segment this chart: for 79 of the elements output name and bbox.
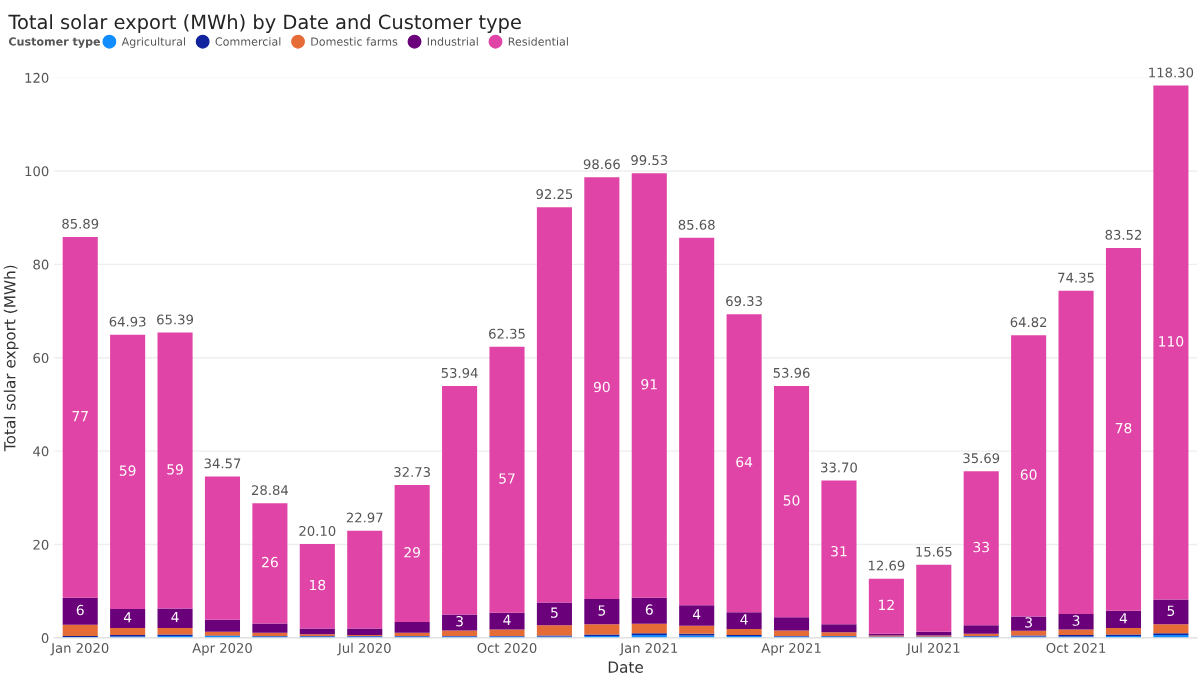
x-tick-label: Jan 2020 bbox=[50, 642, 109, 656]
data-label: 59 bbox=[119, 465, 136, 476]
data-label: 4 bbox=[1119, 613, 1128, 624]
data-label: 4 bbox=[171, 611, 179, 623]
total-label: 74.35 bbox=[1058, 272, 1094, 283]
total-label: 34.57 bbox=[204, 458, 241, 469]
data-label: 59 bbox=[167, 464, 183, 475]
total-label: 118.30 bbox=[1149, 67, 1194, 78]
total-label: 12.69 bbox=[868, 560, 905, 571]
data-label: 6 bbox=[76, 604, 84, 616]
total-label: 92.25 bbox=[536, 189, 573, 200]
x-tick-label: Jan 2021 bbox=[619, 642, 678, 656]
legend-label: Domestic farms bbox=[311, 37, 398, 46]
data-label: 6 bbox=[645, 604, 653, 615]
total-label: 33.70 bbox=[821, 462, 857, 473]
total-label: 53.96 bbox=[773, 367, 810, 378]
y-tick-label: 40 bbox=[33, 446, 49, 457]
data-label: 18 bbox=[310, 579, 326, 591]
total-label: 28.84 bbox=[251, 485, 289, 496]
x-tick-label: Oct 2020 bbox=[477, 642, 537, 653]
x-tick-label: Jul 2021 bbox=[906, 642, 960, 656]
legend-label: Industrial bbox=[427, 37, 478, 46]
data-label: 4 bbox=[503, 614, 511, 625]
total-label: 22.97 bbox=[346, 512, 383, 523]
data-label: 5 bbox=[551, 607, 558, 618]
total-label: 69.33 bbox=[726, 296, 762, 307]
x-tick-label: Oct 2021 bbox=[1046, 642, 1106, 653]
data-label: 4 bbox=[740, 614, 748, 625]
data-label: 3 bbox=[1072, 615, 1080, 626]
legend-label: Agricultural bbox=[121, 37, 185, 48]
legend-label: Residential bbox=[508, 37, 568, 46]
total-label: 15.65 bbox=[916, 546, 952, 557]
data-label: 90 bbox=[593, 381, 610, 393]
total-label: 83.52 bbox=[1105, 229, 1142, 240]
total-label: 65.39 bbox=[157, 314, 194, 325]
data-label: 110 bbox=[1159, 336, 1184, 347]
legend-title: Customer type bbox=[8, 37, 101, 48]
data-label: 5 bbox=[1167, 605, 1175, 616]
data-label: 57 bbox=[499, 473, 515, 484]
data-label: 78 bbox=[1115, 422, 1132, 434]
total-label: 35.69 bbox=[963, 453, 1000, 464]
y-tick-label: 80 bbox=[33, 259, 49, 270]
x-axis-title: Date bbox=[608, 661, 644, 673]
x-tick-label: Jul 2020 bbox=[337, 642, 391, 656]
total-label: 53.94 bbox=[441, 367, 478, 378]
total-label: 20.10 bbox=[299, 525, 336, 536]
y-axis-title: Total solar export (MWh) bbox=[3, 265, 19, 452]
data-label: 29 bbox=[404, 547, 421, 558]
total-label: 85.89 bbox=[62, 218, 99, 229]
y-tick-label: 100 bbox=[25, 166, 49, 177]
data-label: 31 bbox=[831, 545, 847, 557]
chart-title: Total solar export (MWh) by Date and Customer type bbox=[8, 14, 521, 34]
data-label: 60 bbox=[1020, 469, 1037, 480]
total-label: 85.68 bbox=[678, 219, 715, 230]
legend-label: Commercial bbox=[215, 37, 281, 46]
total-label: 64.82 bbox=[1010, 317, 1047, 328]
x-tick-label: Apr 2020 bbox=[192, 642, 252, 656]
total-label: 32.73 bbox=[394, 466, 430, 477]
data-label: 3 bbox=[456, 615, 463, 627]
data-label: 5 bbox=[598, 605, 606, 616]
y-tick-label: 120 bbox=[25, 72, 49, 83]
y-tick-label: 20 bbox=[33, 539, 49, 550]
data-label: 4 bbox=[692, 609, 701, 620]
data-label: 91 bbox=[641, 378, 657, 390]
data-label: 12 bbox=[879, 599, 894, 610]
data-label: 4 bbox=[123, 612, 132, 623]
total-label: 62.35 bbox=[489, 328, 525, 339]
total-label: 99.53 bbox=[631, 155, 668, 166]
data-label: 33 bbox=[973, 541, 989, 553]
data-label: 3 bbox=[1025, 617, 1032, 628]
y-tick-label: 60 bbox=[33, 352, 49, 363]
total-label: 64.93 bbox=[109, 316, 146, 327]
total-label: 98.66 bbox=[583, 159, 620, 170]
y-tick-label: 0 bbox=[41, 633, 49, 644]
data-label: 77 bbox=[72, 411, 88, 422]
data-label: 26 bbox=[262, 556, 278, 568]
data-label: 64 bbox=[736, 456, 753, 468]
x-tick-label: Apr 2021 bbox=[761, 642, 821, 656]
data-label: 50 bbox=[783, 495, 800, 506]
